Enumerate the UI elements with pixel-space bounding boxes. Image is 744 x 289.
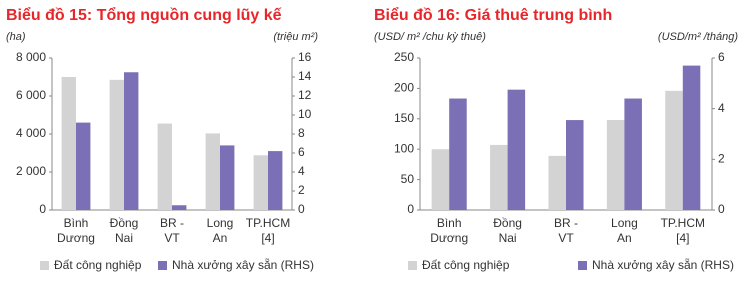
bar [124,72,139,210]
legend-label: Đất công nghiệp [422,258,510,272]
y-tick-label: 4 000 [16,126,46,140]
legend-swatch [40,261,49,270]
y-tick-label: 50 [401,172,415,186]
bar [507,89,526,210]
y2-tick-label: 12 [298,88,312,102]
bar [268,151,283,210]
y-tick-label: 0 [39,202,46,216]
y-tick-label: 6 000 [16,88,46,102]
x-tick-label: Đồng Nai [493,216,522,245]
y2-tick-label: 10 [298,107,312,121]
x-tick-label: TP.HCM [4] [661,216,705,245]
bar [449,98,467,210]
y2-tick-label: 2 [718,152,725,166]
y-tick-label: 200 [394,81,414,95]
y2-tick-label: 16 [298,50,312,64]
y2-tick-label: 4 [298,164,305,178]
x-tick-label: BR -VT [554,216,578,245]
y2-tick-label: 4 [718,101,725,115]
x-tick-label: Long An [207,216,234,245]
legend-label: Đất công nghiệp [54,258,142,272]
bar [76,122,91,210]
y2-axis-label: (USD/m² /tháng) [658,31,738,43]
bar [109,79,124,210]
y-tick-label: 0 [407,202,414,216]
y-tick-label: 8 000 [16,50,46,64]
y-tick-label: 2 000 [16,164,46,178]
y-tick-label: 100 [394,141,414,155]
y-tick-label: 150 [394,111,414,125]
y2-axis-label: (triệu m²) [273,31,318,43]
bar [205,133,220,210]
y-axis-label: (USD/ m² /chu kỳ thuê) [374,31,486,43]
x-tick-label: Bình Dương [430,216,468,245]
bar [172,205,187,210]
bar [665,90,683,210]
y2-tick-label: 6 [298,145,305,159]
bar [253,155,268,210]
bar [61,77,76,210]
x-tick-label: TP.HCM [4] [246,216,290,245]
x-tick-label: Bình Dương [57,216,95,245]
y2-tick-label: 0 [718,202,725,216]
bar [566,120,584,210]
legend-swatch [158,261,167,270]
bar [682,65,701,210]
x-tick-label: Long An [611,216,638,245]
legend-label: Nhà xưởng xây sẵn (RHS) [592,257,734,272]
chart-title: Biểu đồ 16: Giá thuê trung bình [374,6,612,24]
bar [490,144,508,210]
legend-swatch [578,261,587,270]
y-tick-label: 250 [394,50,414,64]
bar [548,155,566,210]
chart-title: Biểu đồ 15: Tổng nguồn cung lũy kế [6,6,282,24]
x-tick-label: BR -VT [160,216,184,245]
x-tick-label: Đồng Nai [110,216,139,245]
y2-tick-label: 2 [298,183,305,197]
y-axis-label: (ha) [6,31,26,43]
y2-tick-label: 0 [298,202,305,216]
y2-tick-label: 8 [298,126,305,140]
bar [431,149,450,210]
legend-label: Nhà xưởng xây sẵn (RHS) [172,257,314,272]
bar [606,120,625,210]
legend-swatch [408,261,417,270]
bar [157,123,172,210]
y2-tick-label: 14 [298,69,312,83]
bar [220,145,235,210]
y2-tick-label: 6 [718,50,725,64]
bar [624,98,642,210]
